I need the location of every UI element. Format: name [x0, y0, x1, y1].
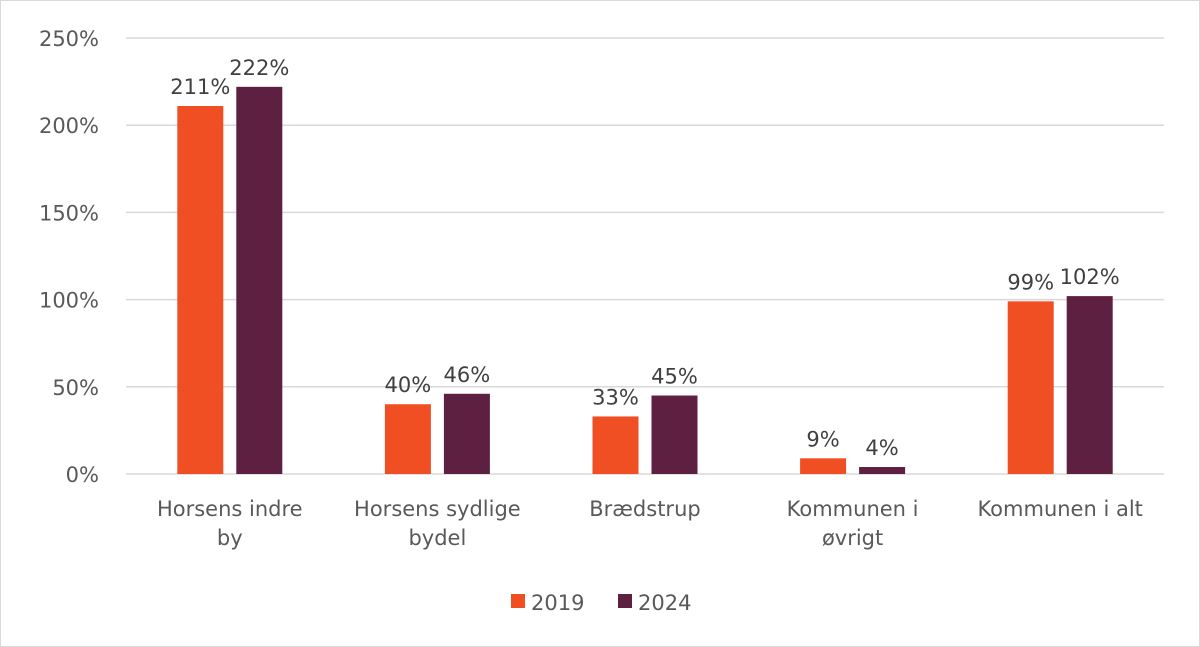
data-label: 211%: [170, 75, 230, 99]
x-tick-label: by: [217, 526, 243, 550]
data-label: 9%: [806, 427, 839, 451]
data-label: 4%: [865, 436, 898, 460]
x-tick-label: bydel: [408, 526, 466, 550]
x-tick-label: Kommunen i alt: [977, 497, 1142, 521]
bar-2024: [859, 467, 906, 474]
y-tick-label: 150%: [39, 201, 99, 225]
bar-2024: [443, 393, 490, 474]
data-label: 99%: [1007, 270, 1054, 294]
data-label: 46%: [444, 363, 491, 387]
bar-2019: [1007, 301, 1054, 474]
y-tick-label: 50%: [52, 376, 99, 400]
bar-2019: [800, 458, 847, 474]
bar-2019: [384, 404, 431, 474]
y-tick-label: 200%: [39, 114, 99, 138]
legend-swatch: [511, 594, 525, 608]
y-tick-label: 0%: [66, 463, 99, 487]
bar-2024: [651, 395, 698, 474]
legend-label: 2019: [531, 591, 584, 615]
x-tick-label: Horsens indre: [157, 497, 303, 521]
legend-swatch: [618, 594, 632, 608]
data-label: 33%: [592, 385, 639, 409]
bar-2024: [1066, 296, 1113, 474]
y-tick-label: 100%: [39, 289, 99, 313]
x-tick-label: øvrigt: [822, 526, 883, 550]
x-tick-label: Kommunen i: [787, 497, 919, 521]
x-tick-label: Horsens sydlige: [354, 497, 521, 521]
data-label: 40%: [385, 373, 432, 397]
y-tick-label: 250%: [39, 27, 99, 51]
x-tick-label: Brædstrup: [589, 497, 700, 521]
data-label: 45%: [651, 365, 698, 389]
bar-2019: [592, 416, 639, 474]
data-label: 102%: [1060, 265, 1120, 289]
bar-2019: [177, 106, 224, 475]
data-label: 222%: [229, 56, 289, 80]
bar-2024: [236, 86, 283, 474]
legend-label: 2024: [638, 591, 691, 615]
